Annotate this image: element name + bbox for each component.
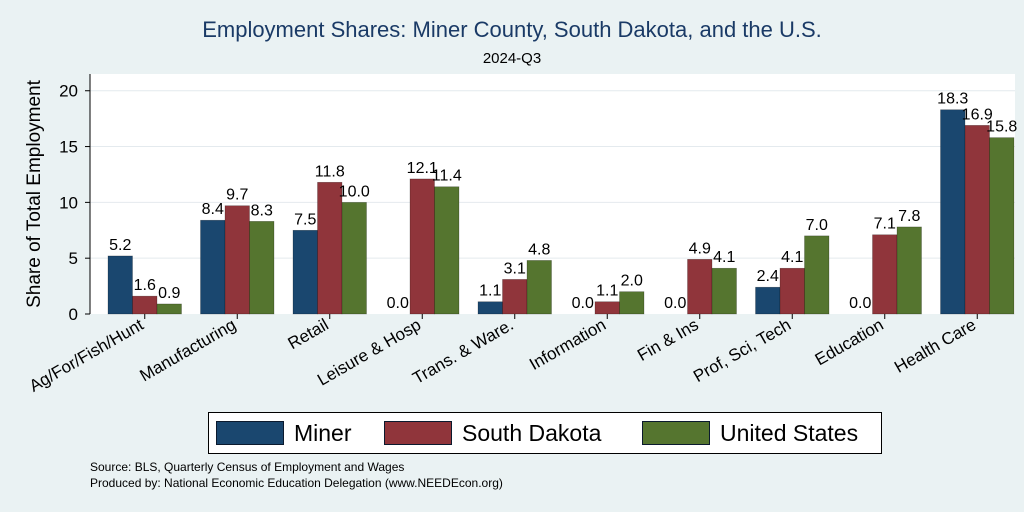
data-labels: 5.28.47.50.01.10.0 0.02.40.018.31.69.711.… xyxy=(109,91,1017,312)
bar-south-dakota-trans-ware xyxy=(502,279,528,315)
data-label: 9.7 xyxy=(226,187,248,204)
legend-swatch-united-states xyxy=(642,421,710,445)
y-tick-label: 0 xyxy=(69,305,78,324)
y-tick-label: 10 xyxy=(59,193,78,212)
legend-swatch-south-dakota xyxy=(384,421,452,445)
chart-title: Employment Shares: Miner County, South D… xyxy=(202,17,822,42)
data-label: 0.0 xyxy=(387,295,409,312)
x-tick-label: Leisure & Hosp xyxy=(314,315,424,390)
bar-south-dakota-information xyxy=(594,301,620,315)
data-label: 1.6 xyxy=(134,277,156,294)
data-label: 11.8 xyxy=(315,163,345,180)
bar-united-states-trans-ware xyxy=(526,260,552,315)
bar-miner-retail xyxy=(292,229,318,315)
legend-swatch-miner xyxy=(216,421,284,445)
bar-united-states-fin-ins xyxy=(711,267,737,315)
bar-miner-health-care xyxy=(940,109,966,315)
data-label: 16.9 xyxy=(962,106,993,123)
x-tick-label: Information xyxy=(526,315,609,374)
bars xyxy=(107,109,1015,315)
bar-south-dakota-manufacturing xyxy=(224,205,250,315)
data-label: 4.1 xyxy=(713,249,735,266)
x-tick-label: Ag/For/Fish/Hunt xyxy=(26,315,147,396)
x-tick-label: Trans. & Ware. xyxy=(409,315,516,388)
data-label: 18.3 xyxy=(937,91,968,108)
data-label: 0.0 xyxy=(849,295,871,312)
data-label: 0.9 xyxy=(158,285,180,302)
bar-miner-trans-ware xyxy=(477,301,503,315)
bar-south-dakota-fin-ins xyxy=(687,259,713,315)
data-label: 4.9 xyxy=(689,240,711,257)
bar-south-dakota-ag-for-fish-hunt xyxy=(132,295,158,315)
data-label: 11.4 xyxy=(432,168,462,185)
data-label: 12.1 xyxy=(407,160,438,177)
x-tick-label: Manufacturing xyxy=(136,315,239,385)
legend-label-united-states: United States xyxy=(720,420,859,446)
bar-miner-prof-sci-tech xyxy=(755,286,781,315)
bar-united-states-leisure-hosp xyxy=(434,186,460,315)
data-label: 4.8 xyxy=(528,241,550,258)
bar-united-states-health-care xyxy=(989,137,1015,315)
bar-miner-ag-for-fish-hunt xyxy=(107,255,133,315)
data-label: 10.0 xyxy=(339,183,370,200)
bar-south-dakota-leisure-hosp xyxy=(409,178,435,315)
bar-united-states-information xyxy=(619,291,645,315)
x-tick-label: Education xyxy=(812,315,887,369)
data-label: 7.5 xyxy=(294,211,316,228)
x-tick-label: Prof, Sci, Tech xyxy=(690,315,794,386)
bar-south-dakota-education xyxy=(872,234,898,315)
y-tick-label: 15 xyxy=(59,138,78,157)
bar-south-dakota-prof-sci-tech xyxy=(779,267,805,315)
data-label: 7.8 xyxy=(898,208,920,225)
x-tick-label: Health Care xyxy=(891,315,979,377)
data-label: 4.1 xyxy=(781,249,803,266)
x-tick-label: Retail xyxy=(285,315,332,353)
x-tick-label: Fin & Ins xyxy=(634,315,702,365)
source-note: Source: BLS, Quarterly Census of Employm… xyxy=(90,460,405,474)
bar-miner-manufacturing xyxy=(200,219,226,315)
chart-subtitle: 2024-Q3 xyxy=(482,50,542,67)
data-label: 15.8 xyxy=(986,119,1017,136)
y-axis-label: Share of Total Employment xyxy=(24,79,45,307)
data-label: 7.0 xyxy=(806,217,828,234)
data-label: 2.0 xyxy=(621,273,643,290)
bar-united-states-ag-for-fish-hunt xyxy=(156,303,182,315)
bar-united-states-manufacturing xyxy=(249,221,275,315)
bar-united-states-education xyxy=(896,226,922,315)
data-label: 8.4 xyxy=(202,201,224,218)
data-label: 1.1 xyxy=(596,283,618,300)
data-label: 5.2 xyxy=(109,237,131,254)
bar-south-dakota-health-care xyxy=(964,125,990,315)
legend-label-south-dakota: South Dakota xyxy=(462,420,602,446)
data-label: 1.1 xyxy=(479,283,501,300)
legend: Miner South Dakota United States xyxy=(208,412,882,454)
data-label: 0.0 xyxy=(664,295,686,312)
bar-united-states-prof-sci-tech xyxy=(804,235,830,315)
data-label: 3.1 xyxy=(504,260,526,277)
legend-label-miner: Miner xyxy=(294,420,352,446)
data-label: 2.4 xyxy=(757,268,779,285)
data-label: 8.3 xyxy=(251,202,273,219)
data-label: 7.1 xyxy=(874,216,896,233)
produced-by-note: Produced by: National Economic Education… xyxy=(90,476,503,490)
y-ticks: 0 5 10 15 20 xyxy=(59,82,90,324)
bar-south-dakota-retail xyxy=(317,181,343,315)
bar-united-states-retail xyxy=(341,202,367,315)
data-label: 0.0 xyxy=(572,295,594,312)
y-tick-label: 5 xyxy=(69,249,78,268)
y-tick-label: 20 xyxy=(59,82,78,101)
